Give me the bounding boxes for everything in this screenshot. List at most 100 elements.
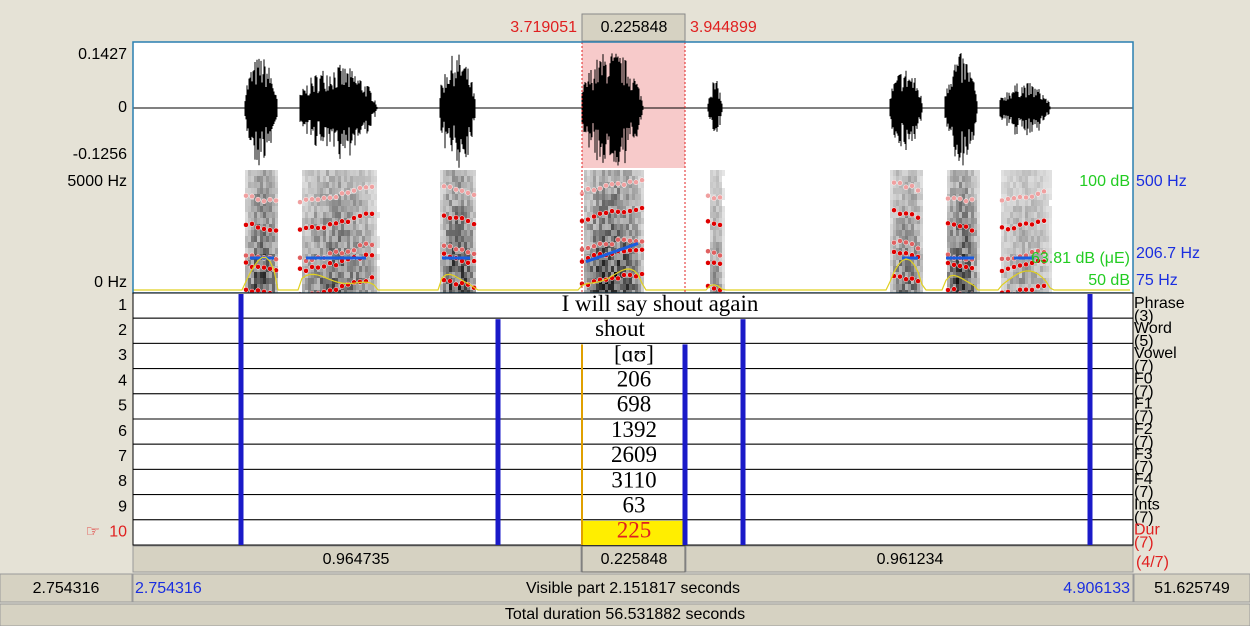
spectrogram-cell [455,206,458,212]
spectrogram-cell [710,230,713,236]
spectrogram-cell [323,284,326,290]
formant-dot [472,222,477,227]
spectrogram-cell [341,170,344,176]
spectrogram-cell [971,188,974,194]
spectrogram-cell [1007,170,1010,176]
spectrogram-cell [914,170,917,176]
spectrogram-cell [326,230,329,236]
spectrogram-cell [377,212,380,218]
spectrogram-cell [473,212,476,218]
spectrogram-cell [314,242,317,248]
formant-dot [964,199,969,204]
spectrogram-cell [1010,236,1013,242]
spectrogram-cell [473,200,476,206]
spectrogram-cell [1049,170,1052,176]
spectrogram-cell [275,218,278,224]
spectrogram-cell [323,188,326,194]
spectrogram-cell [719,278,722,284]
spectrogram-cell [1019,182,1022,188]
spectrogram-cell [341,212,344,218]
spectrogram-cell [599,224,602,230]
spectrogram-cell [452,170,455,176]
formant-dot [592,214,597,219]
formant-dot [244,222,249,227]
formant-dot [304,268,309,273]
spectrogram-cell [629,230,632,236]
spectrogram-cell [452,266,455,272]
spectrogram-cell [584,170,587,176]
spectrogram-cell [1040,182,1043,188]
spectrogram-cell [362,266,365,272]
spectrogram-cell [716,278,719,284]
spectrogram-cell [950,176,953,182]
spectrogram-cell [335,212,338,218]
spectrogram-cell [596,260,599,266]
spectrogram-cell [974,206,977,212]
spectrogram-cell [638,230,641,236]
spectrogram-cell [977,248,980,254]
spectrogram-cell [254,278,257,284]
formant-dot [616,237,621,242]
spectrogram-cell [632,170,635,176]
spectrogram-cell [911,170,914,176]
spectrogram-cell [1022,200,1025,206]
spectrogram-cell [590,170,593,176]
spectrogram-cell [335,170,338,176]
spectrogram-cell [899,200,902,206]
formant-dot [1012,264,1017,269]
formant-dot [622,210,627,215]
spectrogram-cell [362,230,365,236]
spectrogram-cell [974,278,977,284]
spectrogram-cell [473,278,476,284]
spectrogram-cell [317,230,320,236]
spectrogram-cell [335,236,338,242]
spectrogram-cell [332,188,335,194]
spectrogram-cell [323,242,326,248]
spectrogram-cell [1025,236,1028,242]
spectrogram-cell [470,200,473,206]
spectrogram-cell [260,260,263,266]
formant-dot [358,213,363,218]
spectrogram-cell [629,218,632,224]
spectrogram-cell [353,176,356,182]
spectrogram-cell [359,272,362,278]
spectrogram-cell [254,242,257,248]
spectrogram-cell [1046,242,1049,248]
spectrogram-cell [272,278,275,284]
formant-dot [274,198,279,203]
visible-start-outer: 2.754316 [33,580,100,597]
spectrogram-cell [974,236,977,242]
spectrogram-cell [323,176,326,182]
spectrogram-cell [596,194,599,200]
spectrogram-cell [596,206,599,212]
formant-dot [718,261,723,266]
spectrogram-cell [959,218,962,224]
spectrogram-cell [1046,200,1049,206]
spectrogram-cell [344,224,347,230]
spectrogram-cell [596,176,599,182]
formant-dot [712,221,717,226]
spectrogram-cell [1010,242,1013,248]
spectrogram-cell [464,182,467,188]
spectrogram-cell [713,236,716,242]
spectrogram-cell [368,176,371,182]
spectrogram-cell [1046,236,1049,242]
spectrogram-top: 5000 Hz [67,173,127,190]
current-tier-marker: ☞ [86,524,100,541]
spectrogram-cell [959,236,962,242]
formant-dot [256,264,261,269]
spectrogram-cell [1001,182,1004,188]
spectrogram-cell [275,182,278,188]
spectrogram-cell [248,278,251,284]
spectrogram-cell [1043,176,1046,182]
interval-text: 698 [617,392,652,417]
spectrogram-cell [326,206,329,212]
spectrogram-cell [377,254,380,260]
spectrogram-cell [353,182,356,188]
spectrogram-cell [467,236,470,242]
spectrogram-cell [338,236,341,242]
spectrogram-cell [464,272,467,278]
formant-dot [340,219,345,224]
spectrogram-cell [617,194,620,200]
spectrogram-cell [332,182,335,188]
